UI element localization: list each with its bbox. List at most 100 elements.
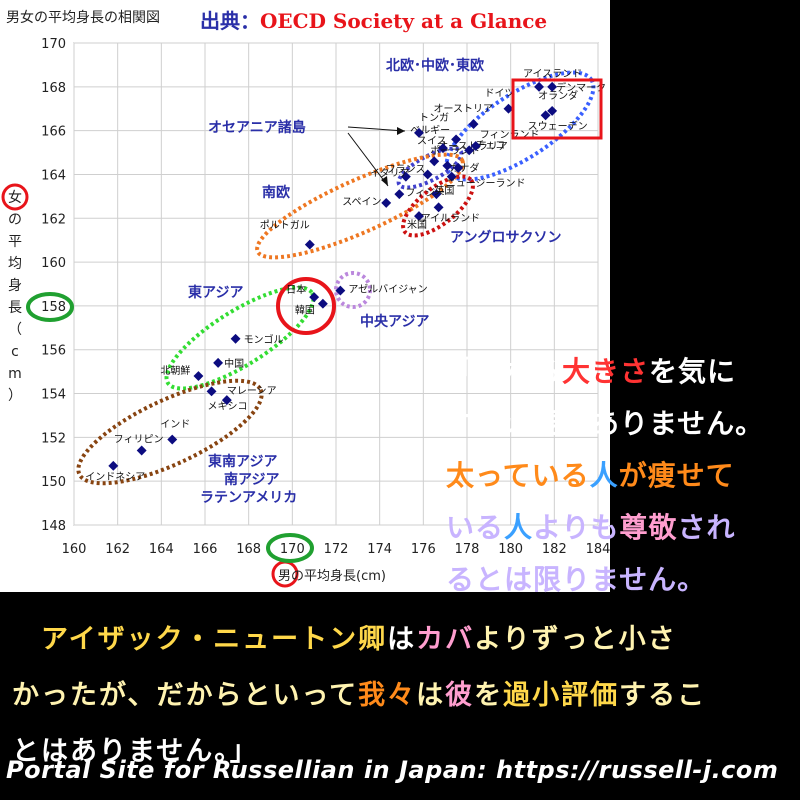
point-label: アゼルバイジャン	[348, 284, 427, 296]
y-tick-label: 170	[41, 37, 66, 52]
region-label: 南欧	[262, 184, 290, 201]
data-point	[451, 134, 462, 145]
x-tick-label: 172	[324, 542, 349, 557]
quote-segment: 人	[504, 511, 534, 544]
quote-line: とはありません。」	[12, 724, 792, 780]
data-point	[470, 141, 481, 151]
point-label: 中国	[224, 357, 244, 370]
tick-170-highlight	[266, 533, 314, 563]
data-point	[206, 386, 217, 397]
data-point	[167, 434, 178, 445]
chart-title: 男女の平均身長の相関図	[6, 9, 160, 26]
point-label: トンガ	[419, 112, 449, 124]
quote-segment: は	[387, 624, 417, 655]
point-label: 韓国	[295, 305, 315, 317]
quote-text-newton: アイザック・ニュートン卿はカバよりずっと小さ かったが、だからといって我々は彼を過…	[12, 612, 792, 780]
point-label: インドネシア	[85, 471, 145, 483]
chart-panel: 148 150 152 154 156 158 160 162 164 166 168 170 160 1…	[0, 0, 610, 592]
quote-line: るとは限りません。	[446, 554, 800, 606]
y-tick-label: 158	[41, 300, 66, 315]
point-label: 北朝鮮	[160, 364, 190, 377]
data-point	[422, 169, 433, 180]
point-label: オランダ	[538, 89, 578, 102]
data-point	[464, 145, 475, 156]
point-label: フィジー	[405, 188, 445, 199]
point-label: モンゴル	[244, 333, 284, 346]
central-asia-ellipse	[334, 271, 372, 309]
point-label: スイス	[417, 136, 447, 147]
point-label: インド	[160, 420, 190, 431]
footer-site-url[interactable]: Portal Site for Russellian in Japan: htt…	[6, 756, 779, 784]
data-point	[429, 156, 440, 167]
quote-line: かったが、だからといって我々は彼を過小評価するこ	[12, 668, 792, 724]
x-tick-label: 178	[455, 542, 480, 557]
data-point	[213, 357, 224, 368]
nordic-highlight-box	[511, 78, 603, 140]
y-tick-label: 160	[41, 256, 66, 271]
quote-segment: する必要はありません。	[446, 407, 765, 440]
tick-158-highlight	[26, 292, 74, 322]
point-label: ドイツ	[484, 89, 514, 100]
point-label: 米国	[407, 218, 427, 231]
region-label: 東アジア	[188, 284, 243, 301]
point-label: スウェーデン	[528, 119, 588, 132]
oceania-ellipse	[396, 146, 464, 190]
x-tick-label: 162	[105, 542, 130, 557]
y-tick-label: 166	[41, 125, 66, 140]
quote-segment: るとは限りません。	[446, 563, 707, 596]
point-label: アイスランド	[523, 68, 582, 80]
y-tick-label: 152	[41, 431, 66, 446]
region-label: 南アジア	[224, 471, 279, 488]
y-axis-label: 女の平均身長（ c m）	[8, 189, 22, 404]
x-tick-label: 170	[280, 542, 305, 557]
quote-segment: するこ	[619, 680, 707, 711]
region-label: 北欧･中欧･東欧	[386, 57, 484, 74]
point-label: フィリピン	[114, 434, 164, 446]
quote-segment: 「単なる	[446, 355, 563, 388]
x-tick-label: 166	[193, 542, 218, 557]
data-point	[433, 202, 444, 213]
point-label: アイルランド	[421, 212, 481, 224]
data-point	[547, 105, 558, 116]
quote-segment: 尊敬	[619, 511, 678, 544]
quote-segment: 我々	[358, 680, 417, 711]
x-tick-label: 164	[149, 542, 174, 557]
data-point	[446, 171, 457, 182]
x-tick-label: 160	[62, 542, 87, 557]
data-point	[381, 197, 392, 208]
y-tick-label: 154	[41, 388, 66, 403]
quote-segment: とはありません。」	[12, 736, 259, 767]
data-point	[414, 127, 424, 138]
point-label: デンマーク	[556, 81, 606, 94]
quote-segment: は	[416, 680, 446, 711]
data-point	[193, 371, 204, 381]
x-tick-label: 176	[411, 542, 436, 557]
region-label: アングロサクソン	[450, 229, 561, 246]
oceania-arrow-head	[397, 127, 405, 135]
x-tick-label: 168	[236, 542, 261, 557]
point-label: メキシコ	[208, 401, 248, 412]
y-tick-label: 168	[41, 81, 66, 96]
data-point	[221, 395, 232, 406]
y-tick-label: 162	[41, 212, 66, 227]
data-point	[547, 81, 558, 92]
quote-segment: 人	[589, 459, 619, 492]
y-tick-label: 148	[41, 519, 66, 534]
y-tick-label: 164	[41, 168, 66, 183]
region-label: オセアニア諸島	[208, 119, 306, 136]
quote-segment: を	[474, 680, 504, 711]
quote-segment: よりずっと小さ	[474, 624, 677, 655]
quote-line: アイザック・ニュートン卿はカバよりずっと小さ	[12, 612, 792, 668]
quote-segment: され	[677, 511, 736, 544]
data-point	[317, 298, 328, 309]
quote-segment: が痩せて	[618, 459, 735, 492]
quote-segment: よりも	[533, 511, 620, 544]
data-point	[438, 143, 448, 154]
point-label: ニュージーランド	[446, 178, 526, 190]
quote-line: 太っている人が痩せて	[446, 450, 800, 502]
data-point	[414, 211, 424, 222]
point-label: オーストリア	[434, 103, 494, 115]
quote-segment: いる	[446, 511, 505, 544]
oceania-arrow	[347, 126, 406, 132]
oceania-arrow-head	[381, 176, 388, 186]
